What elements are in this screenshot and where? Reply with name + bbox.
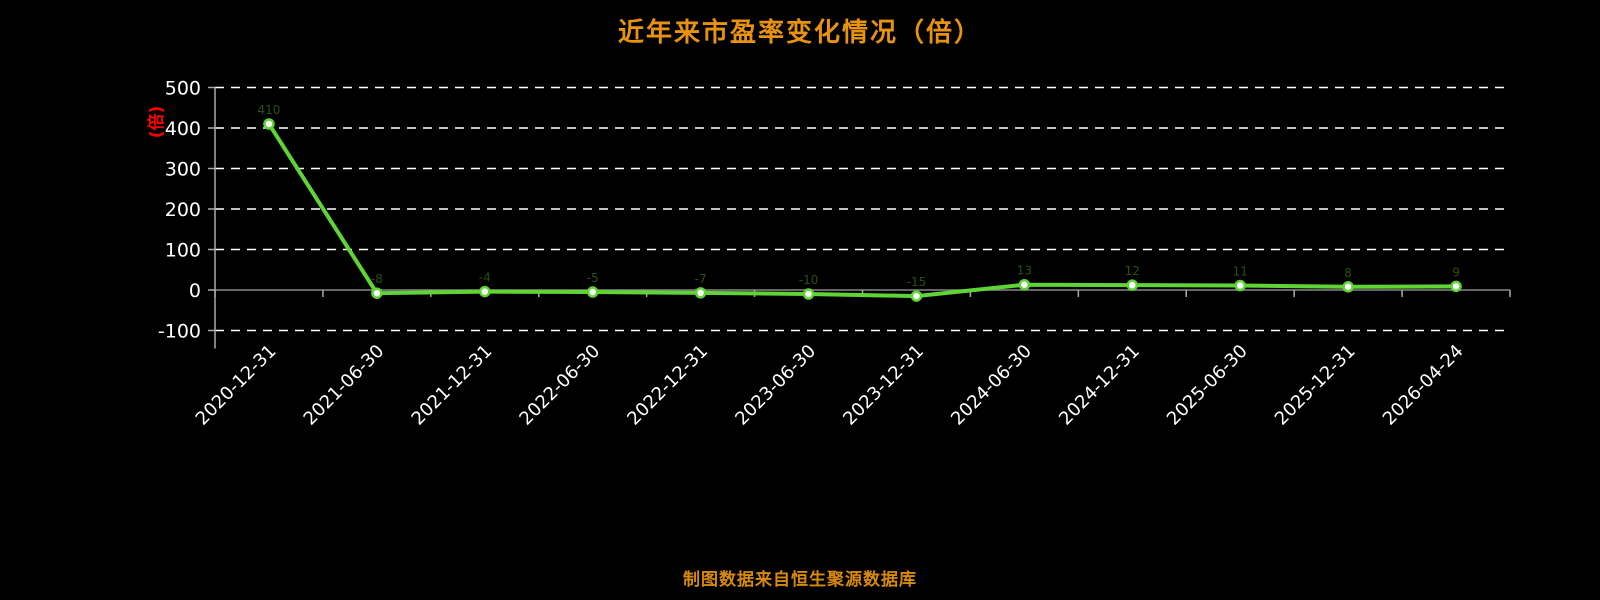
x-tick-label: 2021-06-30 (300, 341, 389, 430)
data-point-marker[interactable] (1234, 279, 1246, 292)
data-point-marker[interactable] (1450, 280, 1462, 293)
y-tick-label: 100 (165, 240, 201, 262)
x-tick-label: 2020-12-31 (192, 341, 281, 430)
x-tick-label: 2025-06-30 (1163, 341, 1252, 430)
x-tick-label: 2023-06-30 (731, 341, 820, 430)
data-point-label: -4 (479, 271, 491, 285)
y-tick-label: 0 (189, 280, 201, 302)
y-tick-label: 200 (165, 199, 201, 221)
data-point-label: 9 (1452, 265, 1460, 279)
series-line (266, 121, 1459, 299)
data-point-label: -5 (587, 271, 599, 285)
x-tick-label: 2025-12-31 (1271, 341, 1360, 430)
x-tick-label: 2026-04-24 (1379, 341, 1468, 430)
chart-title: 近年来市盈率变化情况（倍） (617, 18, 982, 48)
y-tick-label: 400 (165, 118, 201, 140)
y-tick-label: 300 (165, 159, 201, 181)
data-point-label: 11 (1233, 265, 1248, 279)
data-point-label: 8 (1344, 266, 1352, 280)
data-point-marker[interactable] (1342, 281, 1354, 293)
x-tick-label: 2024-12-31 (1055, 341, 1144, 430)
data-point-marker[interactable] (371, 287, 383, 299)
data-point-marker[interactable] (263, 118, 275, 130)
data-point-label: -7 (695, 272, 707, 286)
x-tick-label: 2022-06-30 (515, 341, 604, 430)
data-point-marker[interactable] (1018, 278, 1031, 291)
data-point-label: 12 (1125, 264, 1140, 278)
x-tick-label: 2022-12-31 (623, 341, 712, 430)
x-tick-label: 2024-06-30 (947, 341, 1036, 430)
y-axis-unit-label: (倍) (146, 106, 167, 139)
data-point-marker[interactable] (479, 285, 491, 298)
data-point-label: -10 (799, 273, 819, 287)
x-tick-label: 2021-12-31 (408, 341, 497, 430)
data-point-label: 410 (258, 103, 281, 117)
data-source-note: 制图数据来自恒生聚源数据库 (683, 570, 917, 590)
data-point-marker[interactable] (802, 288, 815, 300)
data-point-marker[interactable] (586, 286, 599, 298)
data-point-marker[interactable] (910, 290, 923, 302)
data-point-marker[interactable] (694, 287, 707, 299)
data-point-marker[interactable] (1126, 279, 1139, 291)
data-point-label: 13 (1017, 264, 1032, 278)
data-point-label: -15 (907, 275, 927, 289)
x-tick-label: 2023-12-31 (839, 341, 928, 430)
y-tick-label: 500 (165, 78, 201, 100)
y-tick-label: -100 (158, 321, 201, 343)
data-point-label: -8 (371, 272, 383, 286)
